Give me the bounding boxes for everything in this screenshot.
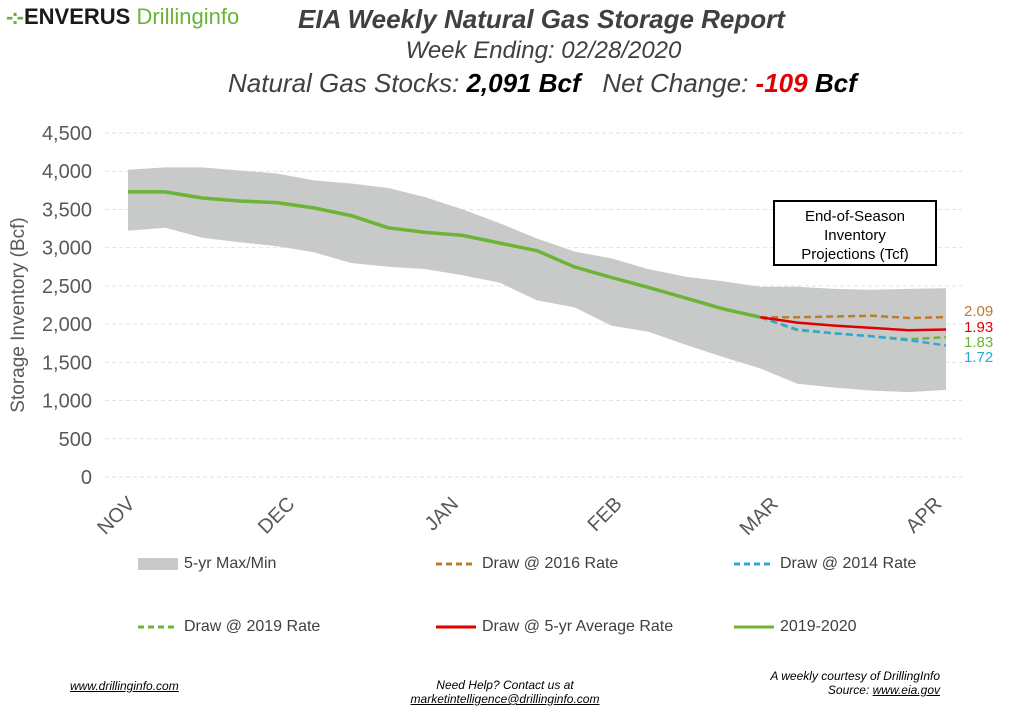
- y-axis-label: Storage Inventory (Bcf): [8, 217, 29, 412]
- footer-contact-text: Need Help? Contact us at: [436, 678, 574, 692]
- change-value: -109: [755, 68, 808, 98]
- stocks-label: Natural Gas Stocks:: [228, 68, 460, 98]
- legend-label: 5-yr Max/Min: [184, 555, 277, 572]
- x-tick-label: DEC: [254, 493, 299, 538]
- legend-swatch: [138, 625, 178, 629]
- y-tick-label: 3,500: [42, 199, 92, 221]
- y-tick-label: 3,000: [42, 238, 92, 260]
- logo-product: Drillinginfo: [136, 4, 240, 29]
- x-tick-label: NOV: [93, 493, 140, 540]
- enverus-logo: -:-ENVERUS Drillinginfo: [6, 4, 239, 30]
- footer-website[interactable]: www.drillinginfo.com: [70, 679, 179, 693]
- y-tick-label: 500: [59, 429, 92, 451]
- legend-item: Draw @ 5-yr Average Rate: [436, 618, 673, 636]
- series-line: [759, 316, 947, 341]
- logo-brand: ENVERUS: [23, 4, 131, 29]
- series-line: [759, 316, 947, 347]
- y-tick-label: 2,000: [42, 314, 92, 336]
- stocks-value: 2,091: [466, 68, 532, 98]
- source-link[interactable]: www.eia.gov: [872, 683, 940, 697]
- legend-label: Draw @ 2014 Rate: [780, 555, 917, 572]
- y-tick-label: 4,000: [42, 161, 92, 183]
- legend-swatch: [734, 625, 774, 629]
- legend-label: Draw @ 2019 Rate: [184, 618, 321, 635]
- projection-callout: End-of-Season Inventory Projections (Tcf…: [773, 200, 937, 266]
- stocks-unit: Bcf: [538, 68, 581, 98]
- end-label: 1.93: [964, 319, 993, 336]
- series-line: [759, 315, 947, 332]
- y-tick-label: 1,000: [42, 391, 92, 413]
- legend-item: 2019-2020: [734, 618, 857, 636]
- footer-contact-email[interactable]: marketintelligence@drillinginfo.com: [410, 692, 600, 706]
- footer-source: A weekly courtesy of DrillingInfo Source…: [745, 669, 940, 697]
- x-tick-label: FEB: [584, 493, 627, 536]
- legend-swatch: [436, 625, 476, 629]
- week-ending: Week Ending: 02/28/2020: [405, 37, 682, 64]
- legend-item: Draw @ 2016 Rate: [436, 555, 618, 573]
- logo-mark-icon: -:-: [6, 4, 24, 29]
- callout-line-1: End-of-Season: [804, 208, 906, 225]
- legend-item: Draw @ 2014 Rate: [734, 555, 916, 573]
- end-label: 2.09: [964, 303, 993, 320]
- legend-item: Draw @ 2019 Rate: [138, 618, 320, 636]
- x-tick-label: JAN: [421, 493, 463, 535]
- legend-label: 2019-2020: [780, 618, 857, 635]
- footer-courtesy: A weekly courtesy of DrillingInfo: [770, 669, 940, 683]
- legend-label: Draw @ 2016 Rate: [482, 555, 619, 572]
- end-label: 1.83: [964, 334, 993, 351]
- footer-source-line: Source: www.eia.gov: [827, 683, 940, 697]
- y-tick-label: 4,500: [42, 123, 92, 145]
- y-tick-label: 2,500: [42, 276, 92, 298]
- legend-swatch: [734, 562, 774, 566]
- chart-title: EIA Weekly Natural Gas Storage Report: [298, 4, 785, 34]
- x-tick-label: MAR: [736, 493, 783, 540]
- change-label: Net Change:: [602, 68, 749, 98]
- y-tick-label: 1,500: [42, 352, 92, 374]
- y-tick-label: 0: [81, 467, 92, 489]
- legend-item: 5-yr Max/Min: [138, 555, 276, 573]
- callout-line-2: Inventory: [824, 227, 886, 244]
- change-unit: Bcf: [814, 68, 857, 98]
- end-label: 1.72: [964, 349, 993, 366]
- legend-swatch: [436, 562, 476, 566]
- legend-label: Draw @ 5-yr Average Rate: [482, 618, 674, 635]
- series-line: [128, 190, 761, 319]
- footer-contact: Need Help? Contact us at marketintellige…: [400, 678, 610, 706]
- x-tick-label: APR: [902, 493, 947, 538]
- series-line: [760, 314, 947, 320]
- legend-swatch: [138, 558, 178, 570]
- callout-line-3: Projections (Tcf): [801, 246, 909, 263]
- stocks-line: Natural Gas Stocks: 2,091 Bcf Net Change…: [228, 68, 857, 99]
- band-5yr-max-min: [128, 167, 946, 393]
